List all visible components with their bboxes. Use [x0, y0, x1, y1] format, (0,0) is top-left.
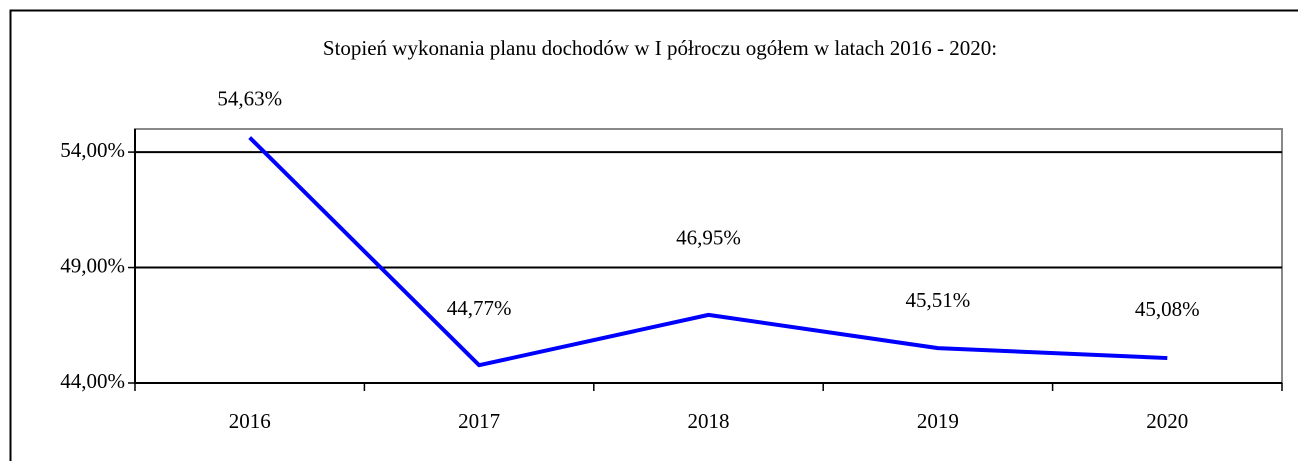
x-tick-label: 2016	[229, 409, 271, 433]
data-label: 46,95%	[676, 226, 741, 250]
data-label: 54,63%	[217, 86, 282, 110]
data-label: 45,51%	[906, 288, 971, 312]
y-tick-label: 44,00%	[60, 369, 125, 393]
x-tick-label: 2017	[458, 409, 500, 433]
plot-area	[134, 128, 1283, 384]
x-tick-label: 2020	[1146, 409, 1188, 433]
x-tick-label: 2018	[688, 409, 730, 433]
y-tick-label: 49,00%	[60, 253, 125, 277]
data-label: 44,77%	[447, 296, 512, 320]
data-label: 45,08%	[1135, 297, 1200, 321]
x-tick-label: 2019	[917, 409, 959, 433]
line	[248, 136, 1168, 368]
y-tick-label: 54,00%	[60, 138, 125, 162]
frame	[9, 9, 1298, 461]
chart-title: Stopień wykonania planu dochodów w I pół…	[323, 36, 997, 60]
